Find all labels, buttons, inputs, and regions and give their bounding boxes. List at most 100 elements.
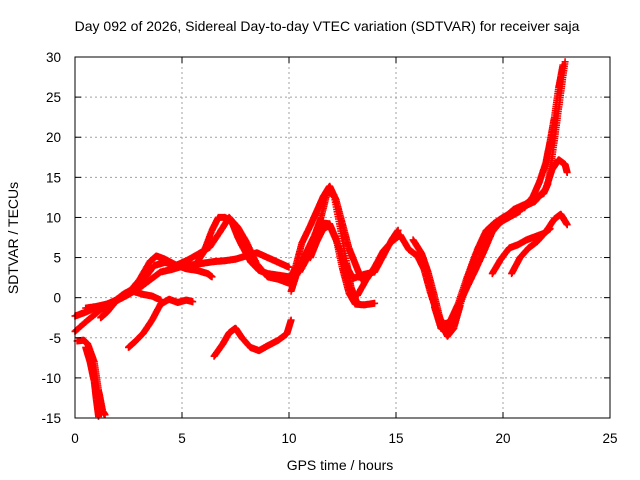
data-point <box>529 179 543 201</box>
data-point <box>516 245 532 262</box>
data-point <box>499 206 517 223</box>
data-point <box>563 221 571 229</box>
data-point <box>345 244 359 267</box>
data-point <box>219 330 233 348</box>
data-point <box>238 334 254 351</box>
data-point <box>371 299 379 307</box>
x-tick-label: 15 <box>388 431 403 446</box>
y-axis-label: SDTVAR / TECUs <box>5 182 21 294</box>
y-tick-label: -5 <box>49 331 61 346</box>
data-point <box>443 315 457 336</box>
series-arc-18 <box>508 210 571 278</box>
x-tick-label: 20 <box>495 431 510 446</box>
data-point <box>563 169 571 176</box>
y-tick-label: 20 <box>46 130 61 145</box>
data-point <box>488 216 506 236</box>
data-point <box>232 324 245 341</box>
data-point <box>525 238 541 252</box>
data-point <box>394 226 402 234</box>
data-point <box>313 226 327 245</box>
data-point <box>199 228 215 257</box>
data-point <box>409 236 425 257</box>
data-point <box>110 292 125 308</box>
data-point <box>274 330 290 344</box>
data-point <box>520 193 536 212</box>
series-arc-09 <box>210 316 295 360</box>
data-point <box>463 268 479 292</box>
data-point <box>291 241 305 271</box>
data-point <box>418 250 432 275</box>
data-point <box>535 160 549 186</box>
data-point <box>379 238 395 255</box>
data-point <box>125 338 138 351</box>
data-point <box>450 299 464 322</box>
data-point <box>306 208 320 229</box>
data-point <box>287 316 295 324</box>
data-point <box>189 250 207 273</box>
data-point <box>488 256 504 278</box>
series-arc-06 <box>125 295 197 351</box>
data-point <box>341 259 357 281</box>
chart-title: Day 092 of 2026, Sidereal Day-to-day VTE… <box>75 18 580 34</box>
series-arc-07 <box>97 287 165 322</box>
x-tick-label: 25 <box>602 431 617 446</box>
data-point <box>101 411 109 419</box>
data-point <box>550 86 562 121</box>
data-point <box>157 296 165 304</box>
y-tick-label: 30 <box>46 50 61 65</box>
data-point <box>210 341 226 360</box>
data-point <box>302 232 318 257</box>
data-point <box>544 154 556 188</box>
data-point <box>326 222 340 243</box>
x-tick-label: 5 <box>178 431 186 446</box>
data-point <box>135 277 153 292</box>
data-point <box>431 303 444 331</box>
data-point <box>533 229 549 245</box>
data-point <box>317 190 331 221</box>
data-point <box>405 246 421 259</box>
data-point <box>227 217 241 240</box>
data-point <box>465 247 481 279</box>
data-point <box>285 264 299 286</box>
data-point <box>396 231 412 252</box>
data-point <box>354 277 369 299</box>
data-point <box>482 220 498 235</box>
data-point <box>148 301 164 324</box>
x-tick-label: 0 <box>71 431 79 446</box>
data-point <box>362 264 378 284</box>
data-point <box>548 123 560 160</box>
data-point <box>206 228 224 251</box>
data-point <box>287 269 301 295</box>
data-point <box>285 263 293 271</box>
data-point <box>142 262 158 281</box>
data-point <box>234 223 250 244</box>
data-point <box>345 289 359 307</box>
data-point <box>471 249 487 274</box>
data-point <box>247 258 262 274</box>
plot-frame <box>74 56 611 419</box>
y-tick-label: -10 <box>41 371 61 386</box>
data-point <box>557 210 571 228</box>
data-point <box>542 216 558 236</box>
data-point <box>480 229 496 256</box>
data-point <box>497 245 513 263</box>
data-point <box>339 265 352 295</box>
data-point <box>473 228 489 253</box>
data-point <box>424 268 438 298</box>
series-arc-19 <box>520 61 567 212</box>
series-arc-05 <box>82 343 102 420</box>
data-point <box>208 214 222 234</box>
data-point <box>103 301 117 316</box>
ticks: 0 5 10 15 20 25 -15 -10 -5 0 5 10 15 20 25 30 <box>41 50 617 446</box>
data-point <box>559 61 567 69</box>
y-tick-label: 25 <box>46 90 61 105</box>
data-point <box>189 298 197 306</box>
series-arc-08 <box>189 213 293 281</box>
series-layer <box>71 58 571 420</box>
x-axis-label: GPS time / hours <box>287 457 394 473</box>
y-tick-label: 5 <box>53 251 61 266</box>
y-tick-label: 15 <box>46 170 61 185</box>
data-point <box>208 273 216 281</box>
data-point <box>306 239 320 262</box>
